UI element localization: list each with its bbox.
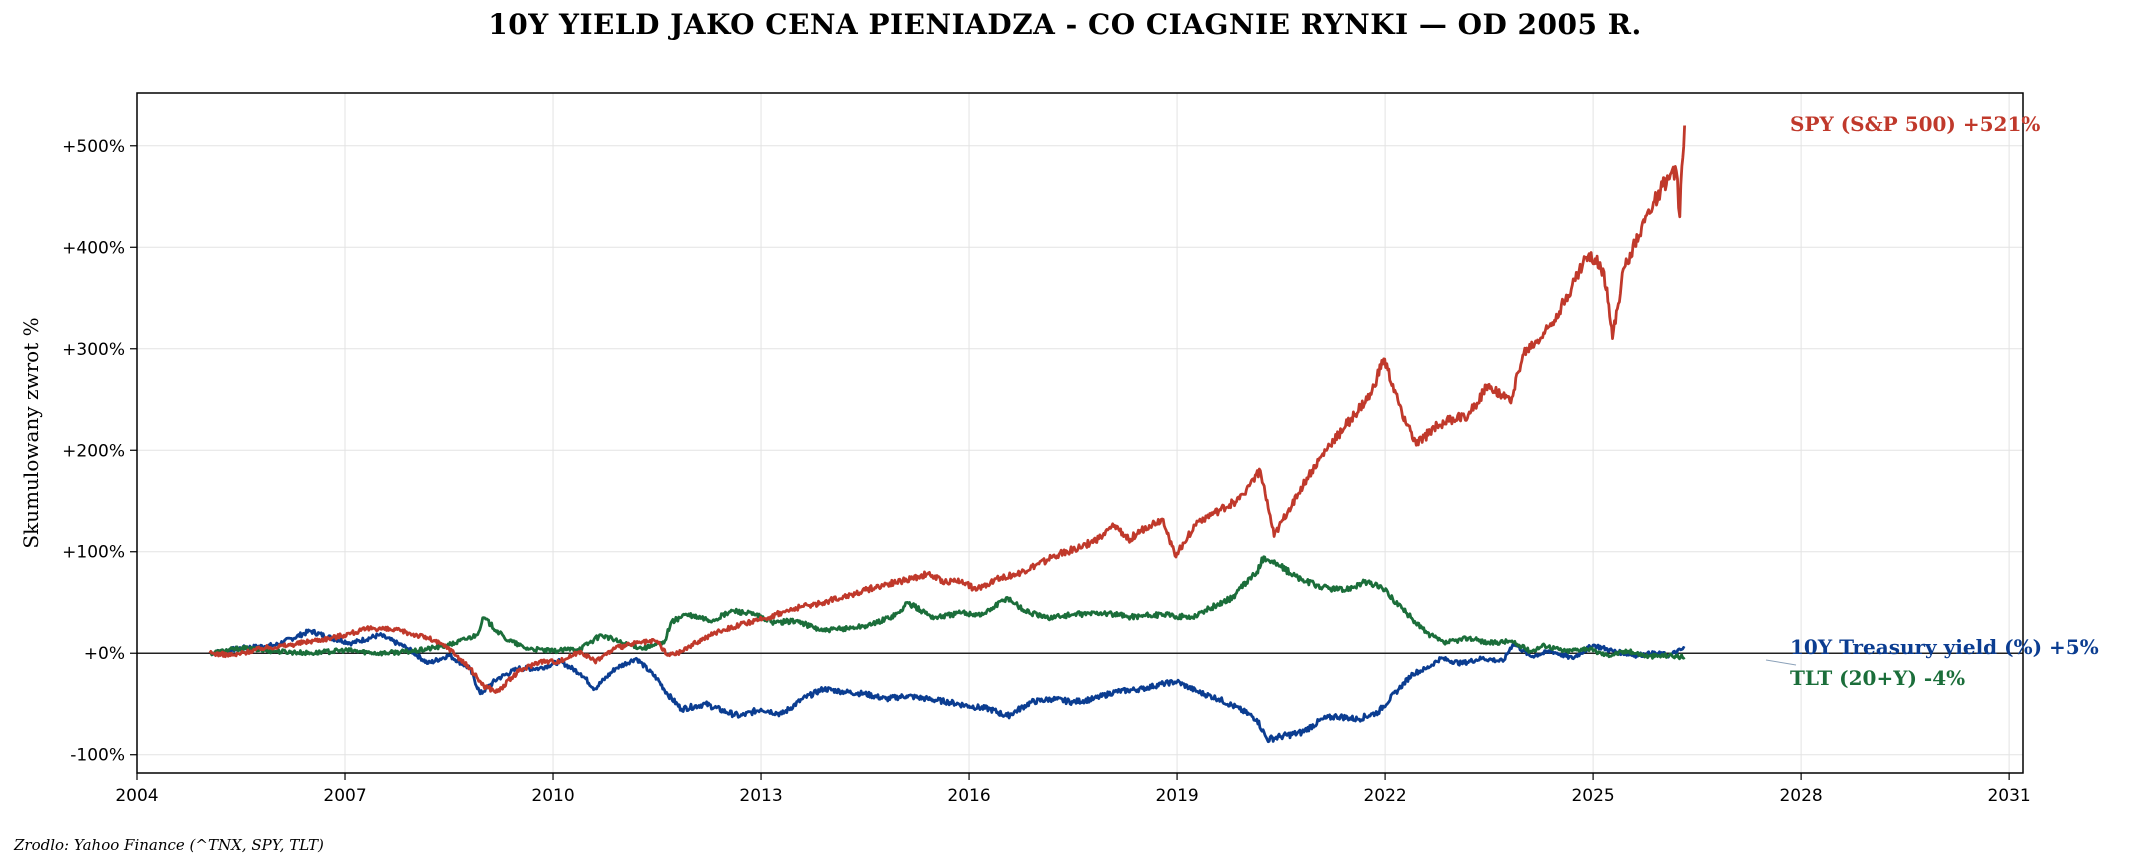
end-labels: SPY (S&P 500) +521% 10Y Treasury yield (%… <box>1765 112 2099 690</box>
y-tick-label: -100% <box>70 746 125 766</box>
series-line-spy <box>208 125 1686 694</box>
chart-title: 10Y YIELD JAKO CENA PIENIADZA - CO CIAGN… <box>488 8 1642 41</box>
series-line-tlt <box>208 555 1686 661</box>
x-tick-label: 2028 <box>1779 786 1822 806</box>
grid-lines <box>136 93 2023 773</box>
x-tick-label: 2013 <box>739 786 782 806</box>
y-axis-ticks: -100% +0% +100% +200% +300% +400% +500% <box>62 137 137 766</box>
y-tick-label: +400% <box>62 238 125 258</box>
y-tick-label: +500% <box>62 137 125 157</box>
x-tick-label: 2019 <box>1155 786 1198 806</box>
end-label-spy: SPY (S&P 500) +521% <box>1790 112 2040 136</box>
x-tick-label: 2010 <box>531 786 574 806</box>
series-lines <box>208 125 1686 744</box>
end-label-tlt: TLT (20+Y) -4% <box>1790 666 1965 690</box>
x-tick-label: 2031 <box>1987 786 2030 806</box>
x-tick-label: 2007 <box>323 786 366 806</box>
plot-frame <box>136 92 2024 774</box>
y-axis-label: Skumulowany zwrot % <box>19 317 43 548</box>
end-label-10y: 10Y Treasury yield (%) +5% <box>1790 635 2099 659</box>
y-tick-label: +200% <box>62 441 125 461</box>
label-leader-line <box>1765 659 1797 666</box>
y-tick-label: +300% <box>62 340 125 360</box>
x-tick-label: 2016 <box>947 786 990 806</box>
y-tick-label: +100% <box>62 543 125 563</box>
y-tick-label: +0% <box>84 644 125 664</box>
x-axis-ticks: 2004 2007 2010 2013 2016 2019 2022 2025 2028 2031 <box>115 773 2031 806</box>
source-note: Zrodlo: Yahoo Finance (^TNX, SPY, TLT) <box>14 836 324 854</box>
series-line-10y <box>209 628 1686 744</box>
x-tick-label: 2004 <box>115 786 158 806</box>
x-tick-label: 2022 <box>1363 786 1406 806</box>
x-tick-label: 2025 <box>1571 786 1614 806</box>
